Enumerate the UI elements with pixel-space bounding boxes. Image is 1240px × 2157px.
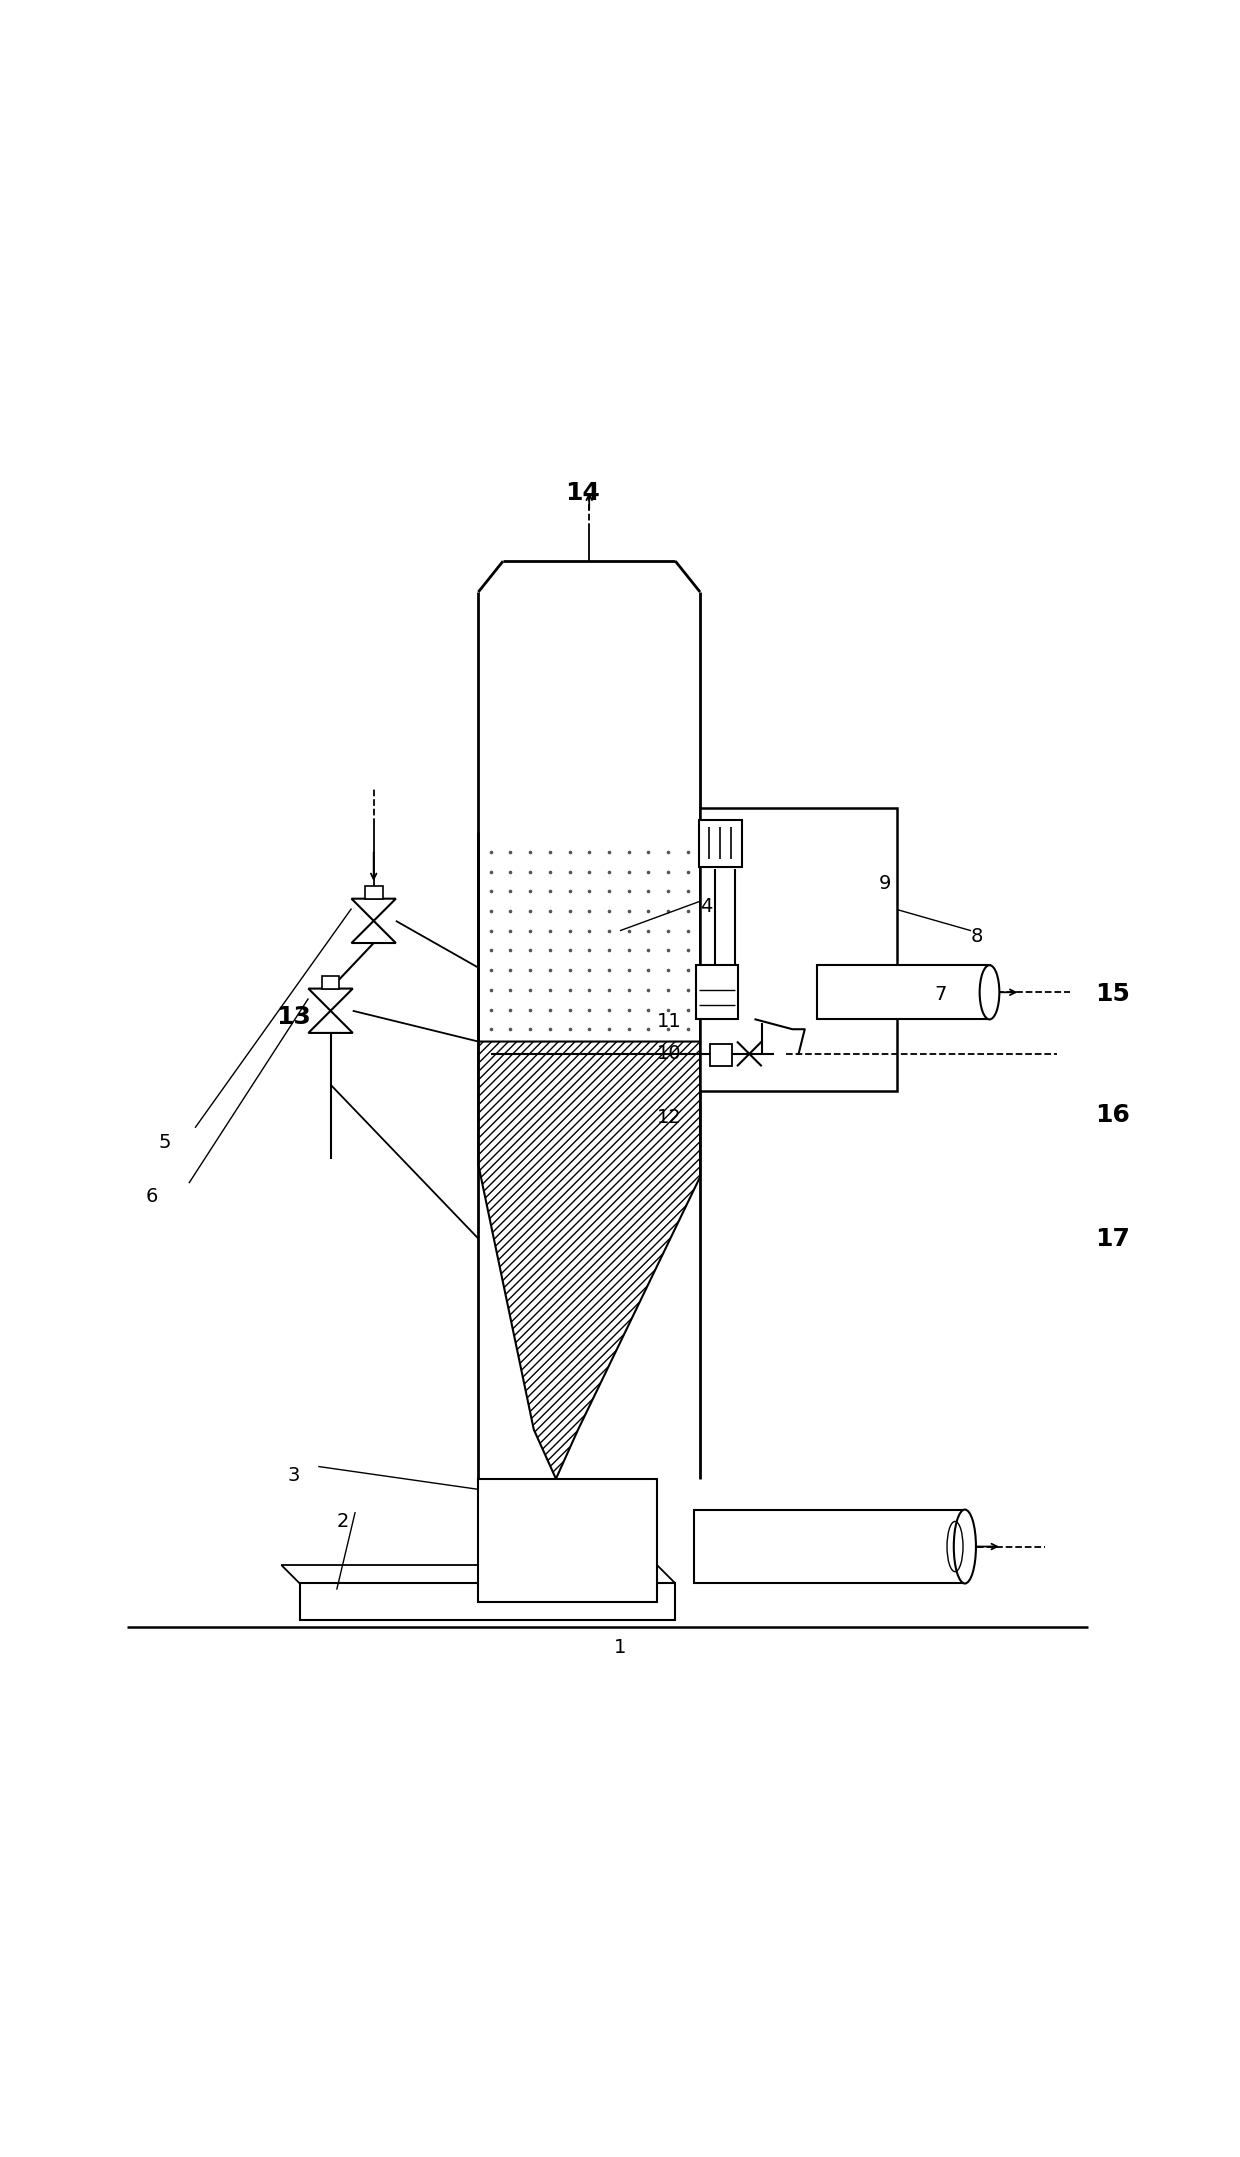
Text: 11: 11 — [657, 1012, 682, 1031]
Polygon shape — [479, 1042, 701, 1480]
Polygon shape — [309, 988, 352, 1012]
Bar — [694, 1510, 965, 1583]
Bar — [697, 964, 738, 1020]
Text: 12: 12 — [657, 1109, 682, 1128]
Text: 5: 5 — [157, 1132, 171, 1152]
Text: 3: 3 — [288, 1465, 300, 1484]
Ellipse shape — [954, 1510, 976, 1583]
Polygon shape — [309, 1012, 352, 1033]
Bar — [300, 1583, 676, 1620]
Text: 1: 1 — [614, 1637, 626, 1657]
Text: 8: 8 — [971, 928, 983, 947]
Bar — [479, 1480, 657, 1603]
Text: 17: 17 — [1095, 1227, 1130, 1251]
Bar — [699, 820, 742, 867]
Bar — [711, 1044, 732, 1066]
Text: 15: 15 — [1095, 981, 1130, 1005]
Text: 14: 14 — [565, 481, 600, 505]
Polygon shape — [351, 921, 396, 943]
Text: 4: 4 — [701, 897, 713, 915]
Text: 10: 10 — [657, 1044, 682, 1063]
Text: 13: 13 — [277, 1005, 311, 1029]
Text: 2: 2 — [337, 1512, 350, 1531]
Ellipse shape — [980, 964, 999, 1020]
Bar — [817, 964, 990, 1020]
Text: 9: 9 — [879, 874, 892, 893]
Text: 6: 6 — [146, 1186, 159, 1206]
Bar — [365, 887, 382, 899]
Bar — [321, 977, 340, 988]
Text: 16: 16 — [1095, 1104, 1130, 1128]
Text: 7: 7 — [934, 986, 946, 1005]
Polygon shape — [351, 899, 396, 921]
Bar — [701, 807, 897, 1091]
